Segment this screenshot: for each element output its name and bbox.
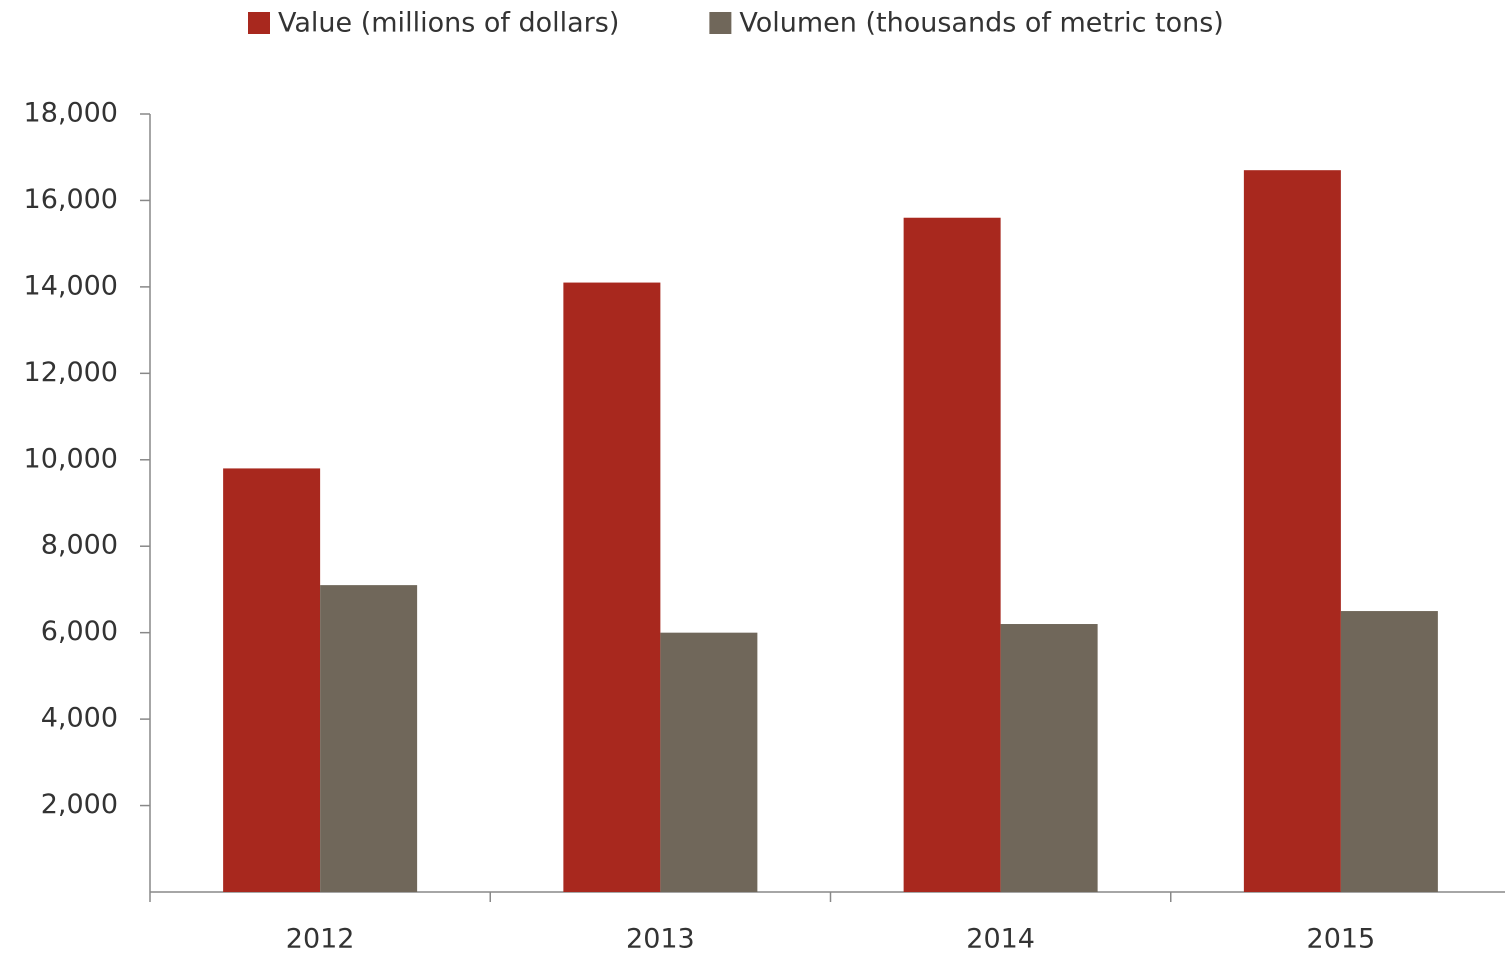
y-tick-label: 4,000 [41,703,118,734]
bar [660,632,758,892]
y-tick-label: 16,000 [24,184,118,215]
x-tick-label: 2014 [966,924,1035,955]
y-tick-label: 18,000 [24,98,118,129]
bar [223,468,321,892]
bar [563,282,661,893]
y-tick-label: 6,000 [41,616,118,647]
y-tick-label: 8,000 [41,530,118,561]
x-tick-label: 2015 [1307,924,1376,955]
y-tick-label: 10,000 [24,443,118,474]
legend-label: Volumen (thousands of metric tons) [739,8,1223,39]
bar [320,585,418,892]
x-tick-label: 2012 [286,924,355,955]
legend-label: Value (millions of dollars) [278,8,619,39]
x-tick-label: 2013 [626,924,695,955]
y-tick-label: 14,000 [24,270,118,301]
bar [1340,611,1438,892]
bar [1000,624,1098,892]
legend-swatch [709,12,732,34]
bar [903,217,1001,892]
legend-swatch [248,12,270,34]
bar [1243,170,1341,892]
y-tick-label: 2,000 [41,789,118,820]
y-tick-label: 12,000 [24,357,118,388]
